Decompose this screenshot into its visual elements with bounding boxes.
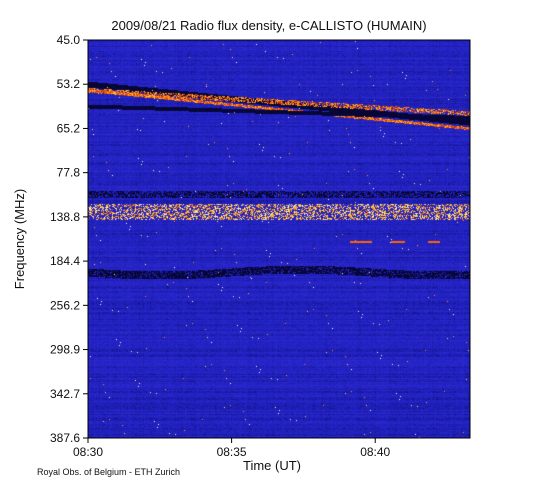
- x-axis: 08:30 08:35 08:40: [73, 438, 391, 459]
- y-tick-label: 342.7: [50, 387, 80, 401]
- x-tick-label: 08:30: [73, 445, 103, 459]
- y-tick-label: 45.0: [57, 33, 81, 47]
- x-tick-label: 08:35: [217, 445, 247, 459]
- y-tick-label: 298.9: [50, 343, 80, 357]
- y-tick-label: 387.6: [50, 431, 80, 445]
- spectrogram-plot-area: [88, 40, 470, 438]
- y-tick-label: 77.8: [57, 166, 81, 180]
- chart-title: 2009/08/21 Radio flux density, e-CALLIST…: [111, 18, 426, 33]
- y-tick-label: 256.2: [50, 298, 80, 312]
- y-tick-label: 138.8: [50, 210, 80, 224]
- y-tick-label: 184.4: [50, 254, 80, 268]
- spectrogram-image: [88, 40, 470, 438]
- credit-text: Royal Obs. of Belgium - ETH Zurich: [37, 467, 180, 477]
- y-tick-label: 65.2: [57, 121, 81, 135]
- plot-frame: [87, 39, 471, 439]
- y-axis: 45.0 53.2 65.2 77.8 138.8 184.4 256.2 298.9 342.…: [50, 33, 88, 445]
- y-tick-label: 53.2: [57, 77, 81, 91]
- y-axis-label: Frequency (MHz): [12, 189, 27, 289]
- x-tick-label: 08:40: [360, 445, 390, 459]
- x-axis-label: Time (UT): [243, 458, 301, 473]
